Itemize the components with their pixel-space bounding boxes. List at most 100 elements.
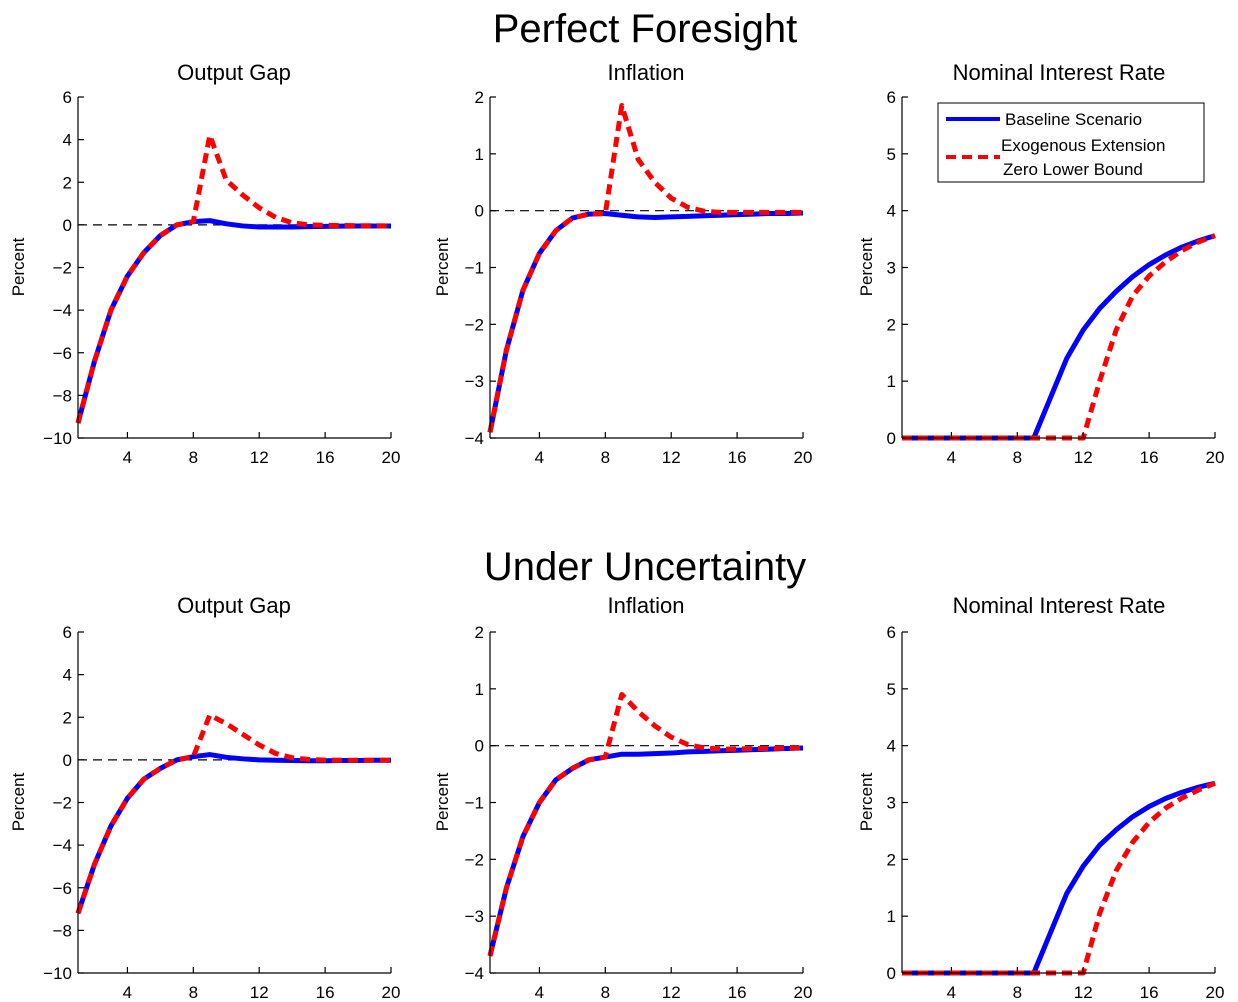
panel-title: Output Gap [177,60,291,85]
x-tick-label: 20 [382,448,401,467]
y-tick-label: 2 [63,708,72,727]
y-tick-label: 0 [475,737,484,756]
x-tick-label: 12 [250,448,269,467]
y-tick-label: 2 [475,88,484,107]
x-tick-label: 8 [189,448,198,467]
x-tick-label: 4 [535,448,544,467]
y-tick-label: −1 [465,259,484,278]
x-tick-label: 8 [601,983,610,1002]
x-tick-label: 16 [728,448,747,467]
x-tick-label: 20 [794,983,813,1002]
x-tick-label: 16 [1140,983,1159,1002]
x-tick-label: 12 [662,448,681,467]
series-line-baseline [902,780,1216,976]
legend-label-extension-line2: Zero Lower Bound [1003,160,1143,179]
panel-title: Inflation [607,60,684,85]
y-tick-label: −4 [53,836,72,855]
y-tick-label: 0 [887,429,896,448]
y-tick-label: 4 [63,131,72,150]
panel-title: Nominal Interest Rate [953,593,1166,618]
x-tick-label: 8 [1013,448,1022,467]
panel-output-gap-under-uncertainty: Output Gap Percent −10 −8 −6 −4 −2 0 2 4 6 4 8 12 16… [9,593,400,1002]
y-tick-label: 0 [63,216,72,235]
y-tick-label: 6 [887,623,896,642]
y-tick-label: −8 [53,921,72,940]
x-tick-label: 20 [1206,448,1225,467]
y-tick-label: −4 [465,964,484,983]
y-tick-label: 1 [475,145,484,164]
x-tick-label: 4 [947,983,956,1002]
x-tick-label: 4 [123,448,132,467]
x-tick-label: 20 [382,983,401,1002]
y-tick-label: −4 [465,429,484,448]
series-line-extension [75,132,392,424]
y-tick-label: 4 [887,202,896,221]
series-line-baseline [902,233,1216,441]
y-tick-label: 3 [887,794,896,813]
y-axis-label: Percent [857,772,876,831]
y-tick-label: 4 [63,666,72,685]
legend: Baseline Scenario Exogenous Extension Ze… [937,102,1205,183]
y-tick-label: −1 [465,794,484,813]
series-line-extension [487,103,803,433]
panel-title: Nominal Interest Rate [953,60,1166,85]
y-tick-label: −6 [53,879,72,898]
y-tick-label: −2 [465,850,484,869]
legend-box [937,102,1205,183]
y-tick-label: 6 [887,88,896,107]
x-tick-label: 12 [662,983,681,1002]
x-tick-label: 12 [250,983,269,1002]
x-tick-label: 12 [1074,983,1093,1002]
x-tick-label: 4 [947,448,956,467]
x-tick-label: 16 [728,983,747,1002]
y-tick-label: 2 [887,315,896,334]
y-tick-label: 2 [887,850,896,869]
x-tick-label: 16 [1140,448,1159,467]
panel-title: Output Gap [177,593,291,618]
y-tick-label: 5 [887,680,896,699]
series-line-baseline [75,218,391,424]
series-line-baseline [487,745,804,957]
plot-area: −10 −8 −6 −4 −2 0 2 4 6 4 8 12 16 20 [43,88,400,467]
x-tick-label: 16 [316,448,335,467]
x-tick-label: 20 [794,448,813,467]
y-axis-label: Percent [857,237,876,296]
series-line-extension [75,712,391,915]
x-tick-label: 20 [1206,983,1225,1002]
y-tick-label: 6 [63,623,72,642]
series-line-extension [902,780,1216,976]
y-tick-label: 6 [63,88,72,107]
plot-area: −10 −8 −6 −4 −2 0 2 4 6 4 8 12 16 20 [43,623,400,1002]
series-line-baseline [75,752,391,915]
y-tick-label: 5 [887,145,896,164]
y-tick-label: 0 [63,751,72,770]
y-tick-label: −2 [465,315,484,334]
y-tick-label: −3 [465,372,484,391]
y-tick-label: −10 [43,429,72,448]
x-tick-label: 8 [1013,983,1022,1002]
y-tick-label: 1 [475,680,484,699]
y-tick-label: 2 [475,623,484,642]
x-tick-label: 8 [601,448,610,467]
x-tick-label: 16 [316,983,335,1002]
y-axis-label: Percent [433,772,452,831]
y-tick-label: −6 [53,344,72,363]
y-tick-label: −3 [465,907,484,926]
y-tick-label: 1 [887,907,896,926]
y-axis-label: Percent [9,237,28,296]
x-tick-label: 8 [189,983,198,1002]
x-tick-label: 12 [1074,448,1093,467]
y-tick-label: 0 [887,964,896,983]
y-tick-label: −4 [53,301,72,320]
y-tick-label: 4 [887,737,896,756]
legend-label-baseline: Baseline Scenario [1005,110,1142,129]
panel-title: Inflation [607,593,684,618]
series-line-extension [487,692,803,957]
x-tick-label: 4 [535,983,544,1002]
